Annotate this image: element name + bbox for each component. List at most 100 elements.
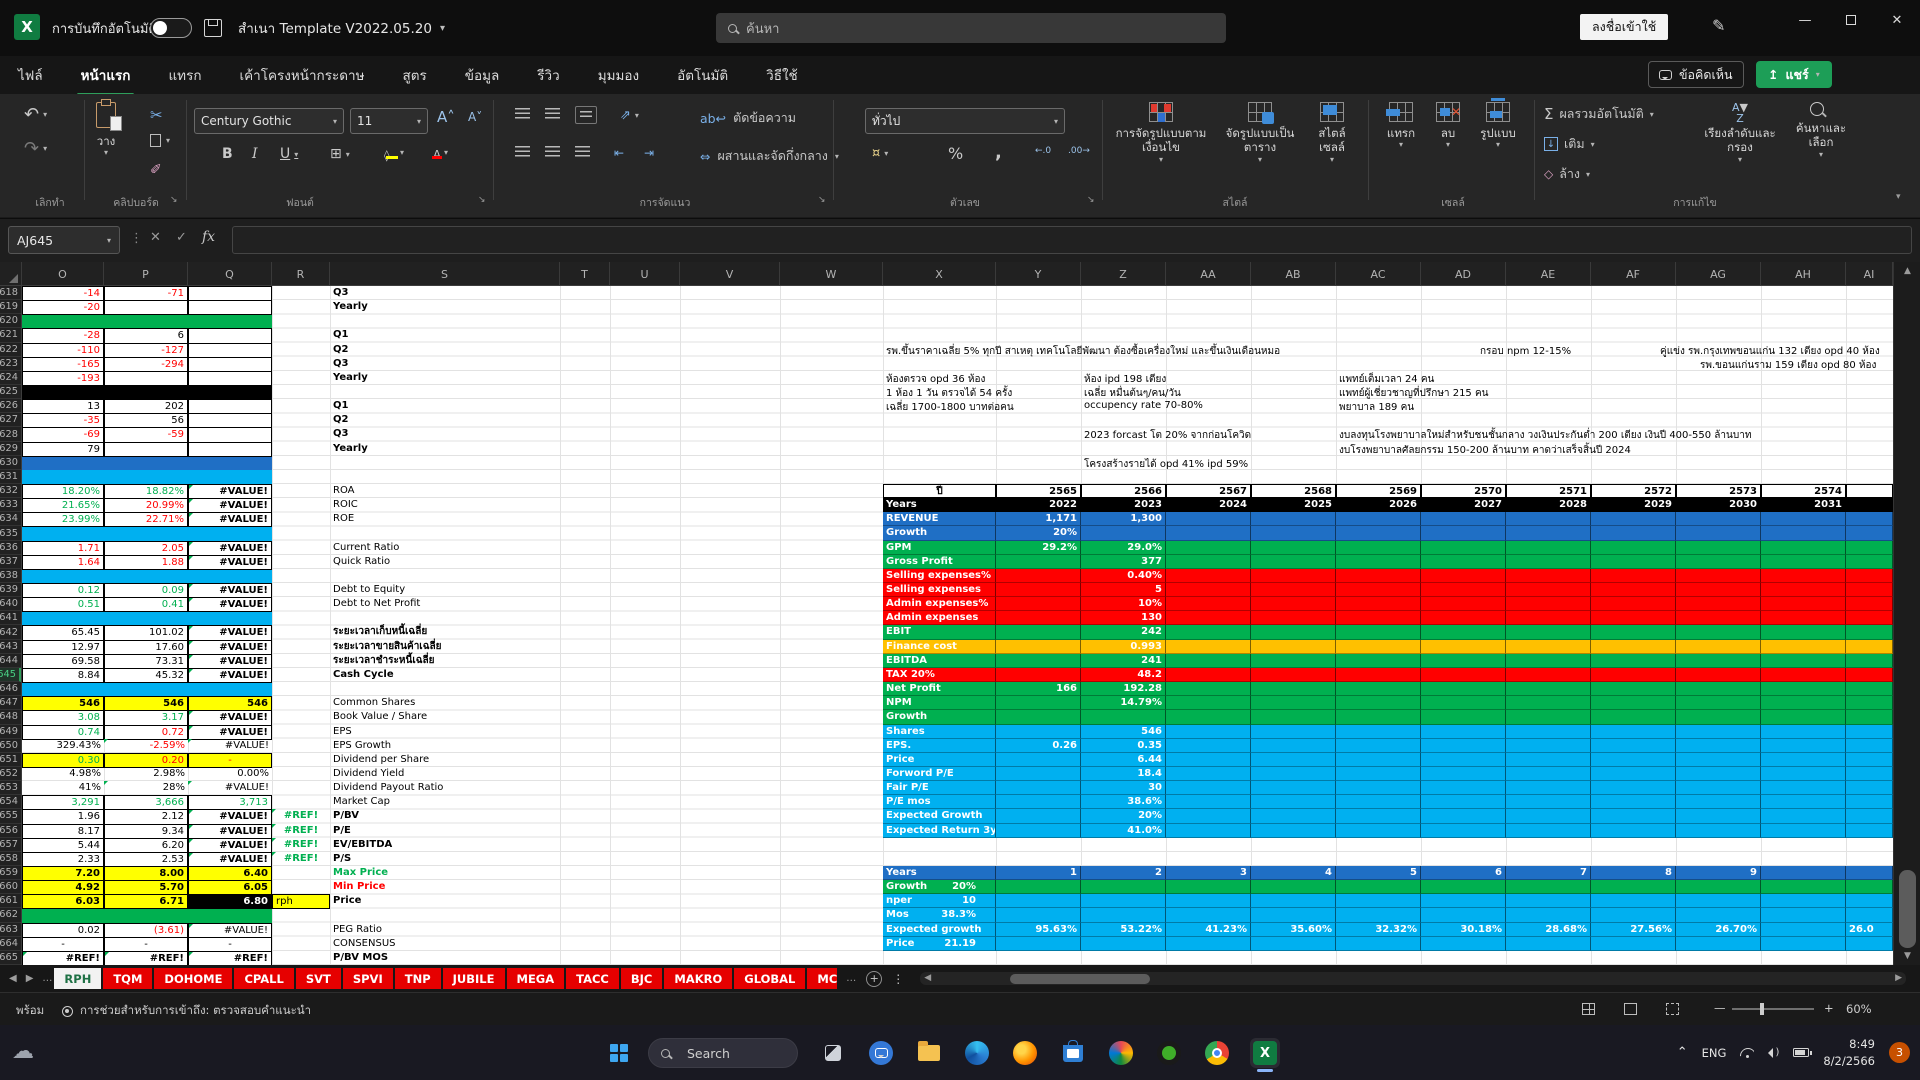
table-cell-Expected Growth-8[interactable] — [1591, 809, 1676, 823]
row-header-660[interactable]: 660 — [0, 880, 21, 894]
table-label-Mos[interactable]: Mos38.3% — [883, 908, 996, 922]
table-cell-Mos-9[interactable] — [1676, 908, 1761, 922]
table-label-Growth[interactable]: Growth — [883, 710, 996, 724]
row-header-654[interactable]: 654 — [0, 795, 21, 809]
table-cell-GPM-8[interactable] — [1591, 541, 1676, 555]
sheet-tab-MEGA[interactable]: MEGA — [507, 968, 565, 989]
column-header-P[interactable]: P — [104, 262, 188, 286]
align-right-icon[interactable] — [575, 146, 590, 157]
sign-in-button[interactable]: ลงชื่อเข้าใช้ — [1580, 14, 1668, 40]
row-header-664[interactable]: 664 — [0, 937, 21, 951]
cell-O654[interactable]: 3,291 — [22, 795, 104, 810]
row-header-634[interactable]: 634 — [0, 512, 21, 526]
table-cell-EBITDA-4[interactable] — [1251, 654, 1336, 668]
table-cell-Years-7[interactable]: 2028 — [1506, 498, 1591, 512]
cell-S618[interactable]: Q3 — [330, 286, 560, 301]
table-label-Growth[interactable]: Growth20% — [883, 880, 996, 894]
table-cell-EPS.-stub[interactable] — [1846, 739, 1893, 753]
table-cell-Gross Profit-10[interactable] — [1761, 555, 1846, 569]
note-cell[interactable]: กรอบ npm 12-15% — [1480, 344, 1571, 359]
table-cell-ปี-5[interactable]: 2569 — [1336, 484, 1421, 498]
table-cell-Price-3[interactable] — [1166, 753, 1251, 767]
cell-P637[interactable]: 1.88 — [104, 555, 188, 570]
column-header-X[interactable]: X — [883, 262, 996, 286]
table-cell-GPM-5[interactable] — [1336, 541, 1421, 555]
table-cell-Growth-8[interactable] — [1591, 710, 1676, 724]
table-label-GPM[interactable]: GPM — [883, 541, 996, 555]
format-as-table-button[interactable]: จัดรูปแบบเป็นตาราง▾ — [1218, 102, 1302, 165]
table-cell-Shares-5[interactable] — [1336, 725, 1421, 739]
zoom-in-icon[interactable]: + — [1824, 1001, 1834, 1015]
table-cell-EPS.-5[interactable] — [1336, 739, 1421, 753]
note-cell[interactable]: ห้องตรวจ opd 36 ห้อง — [886, 372, 985, 387]
cell-S651[interactable]: Dividend per Share — [330, 753, 560, 768]
table-cell-P/E mos-1[interactable] — [996, 795, 1081, 809]
row-header-647[interactable]: 647 — [0, 696, 21, 710]
table-cell-REVENUE-9[interactable] — [1676, 512, 1761, 526]
table-cell-Forword P/E-2[interactable]: 18.4 — [1081, 767, 1166, 781]
table-cell-nper-7[interactable] — [1506, 894, 1591, 908]
table-cell-Growth-4[interactable] — [1251, 880, 1336, 894]
table-cell-Fair P/E-2[interactable]: 30 — [1081, 781, 1166, 795]
table-cell-nper-8[interactable] — [1591, 894, 1676, 908]
sheet-tab-TACC[interactable]: TACC — [566, 968, 619, 989]
table-cell-Gross Profit-4[interactable] — [1251, 555, 1336, 569]
table-cell-GPM-6[interactable] — [1421, 541, 1506, 555]
table-cell-TAX 20%-7[interactable] — [1506, 668, 1591, 682]
ribbon-collapse-icon[interactable]: ▾ — [1896, 192, 1901, 202]
sheet-tab-TQM[interactable]: TQM — [103, 968, 152, 989]
table-cell-Years-9[interactable]: 9 — [1676, 866, 1761, 880]
row-header-640[interactable]: 640 — [0, 597, 21, 611]
cell-O628[interactable]: -69 — [22, 427, 104, 442]
close-button[interactable]: ✕ — [1874, 0, 1920, 40]
table-cell-Growth-7[interactable] — [1506, 710, 1591, 724]
table-cell-Finance cost-stub[interactable] — [1846, 640, 1893, 654]
table-cell-Growth-1[interactable] — [996, 880, 1081, 894]
volume-icon[interactable]: ) — [1768, 1047, 1779, 1058]
table-cell-Years-3[interactable]: 2024 — [1166, 498, 1251, 512]
table-cell-Selling expenses%-2[interactable]: 0.40% — [1081, 569, 1166, 583]
table-cell-EPS.-6[interactable] — [1421, 739, 1506, 753]
store-icon[interactable] — [1058, 1038, 1088, 1068]
table-cell-Mos-7[interactable] — [1506, 908, 1591, 922]
table-cell-ปี-4[interactable]: 2568 — [1251, 484, 1336, 498]
cell-P665[interactable]: #REF! — [104, 951, 188, 965]
cell-Q656[interactable]: #VALUE! — [188, 824, 272, 839]
row-header-626[interactable]: 626 — [0, 399, 21, 413]
menu-tab-รีวิว[interactable]: รีวิว — [535, 60, 561, 90]
scroll-left-icon[interactable]: ◀ — [924, 972, 931, 985]
row-header-627[interactable]: 627 — [0, 413, 21, 427]
cell-Q632[interactable]: #VALUE! — [188, 484, 272, 499]
row-header-663[interactable]: 663 — [0, 923, 21, 937]
cell-P636[interactable]: 2.05 — [104, 541, 188, 556]
row-header-624[interactable]: 624 — [0, 371, 21, 385]
table-cell-ปี-2[interactable]: 2566 — [1081, 484, 1166, 498]
table-cell-Years-4[interactable]: 4 — [1251, 866, 1336, 880]
table-cell-Finance cost-3[interactable] — [1166, 640, 1251, 654]
table-cell-EBITDA-5[interactable] — [1336, 654, 1421, 668]
cell-Q636[interactable]: #VALUE! — [188, 541, 272, 556]
table-label-Gross Profit[interactable]: Gross Profit — [883, 555, 996, 569]
align-top-icon[interactable] — [515, 108, 530, 119]
sheet-tab-MAKRO[interactable]: MAKRO — [664, 968, 732, 989]
table-cell-EPS.-10[interactable] — [1761, 739, 1846, 753]
column-header-AD[interactable]: AD — [1421, 262, 1506, 286]
cell-P655[interactable]: 2.12 — [104, 809, 188, 824]
table-cell-Growth-5[interactable] — [1336, 880, 1421, 894]
table-cell-Price-3[interactable] — [1166, 937, 1251, 951]
table-label-ปี[interactable]: ปี — [883, 484, 996, 498]
table-cell-Expected growth-2[interactable]: 53.22% — [1081, 923, 1166, 937]
table-cell-EBIT-stub[interactable] — [1846, 625, 1893, 639]
table-cell-Price-9[interactable] — [1676, 937, 1761, 951]
table-cell-Years-9[interactable]: 2030 — [1676, 498, 1761, 512]
cell-P651[interactable]: 0.20 — [104, 753, 188, 768]
table-cell-EBITDA-9[interactable] — [1676, 654, 1761, 668]
cell-S648[interactable]: Book Value / Share — [330, 710, 560, 725]
table-cell-Selling expenses-9[interactable] — [1676, 583, 1761, 597]
row-band-641[interactable] — [22, 611, 272, 625]
table-cell-Net Profit-10[interactable] — [1761, 682, 1846, 696]
table-cell-Forword P/E-6[interactable] — [1421, 767, 1506, 781]
sheet-tab-TNP[interactable]: TNP — [395, 968, 441, 989]
find-select-button[interactable]: ค้นหาและเลือก▾ — [1786, 102, 1856, 160]
table-cell-NPM-1[interactable] — [996, 696, 1081, 710]
